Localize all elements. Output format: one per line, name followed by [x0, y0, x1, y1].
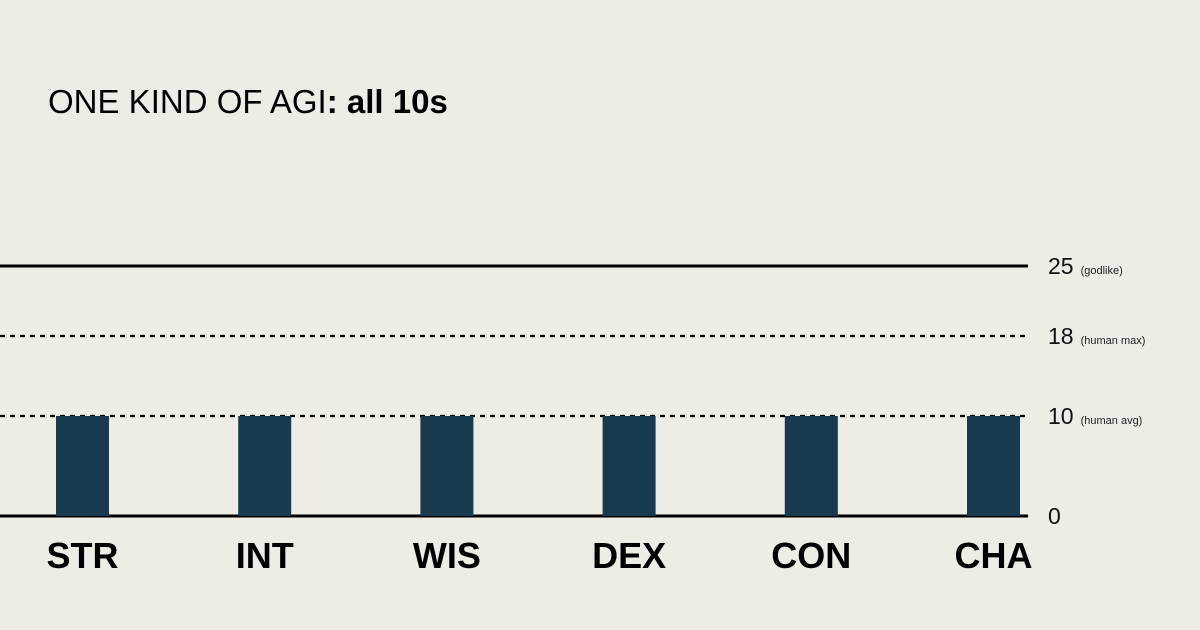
- y-tick-value: 25: [1048, 253, 1074, 279]
- category-label-str: STR: [47, 535, 119, 576]
- category-label-int: INT: [236, 535, 294, 576]
- category-label-dex: DEX: [592, 535, 666, 576]
- category-labels: STR INT WIS DEX CON CHA: [47, 535, 1033, 576]
- chart-title: ONE KIND OF AGI: all 10s: [48, 83, 448, 120]
- y-tick-label-10: 10 (human avg): [1048, 403, 1142, 429]
- y-tick-label-0: 0: [1048, 503, 1061, 529]
- category-label-cha: CHA: [955, 535, 1033, 576]
- bar-cha: [967, 416, 1020, 516]
- y-tick-value: 10: [1048, 403, 1074, 429]
- bar-dex: [602, 416, 656, 516]
- y-tick-label-25: 25 (godlike): [1048, 253, 1123, 279]
- bars: [56, 416, 1020, 516]
- bar-int: [238, 416, 292, 516]
- y-tick-note: (human max): [1081, 335, 1146, 347]
- chart-title-bold: : all 10s: [327, 83, 448, 120]
- category-label-wis: WIS: [413, 535, 481, 576]
- bar-str: [56, 416, 109, 516]
- bar-wis: [420, 416, 474, 516]
- category-label-con: CON: [771, 535, 851, 576]
- y-tick-value: 18: [1048, 323, 1074, 349]
- y-tick-note: (human avg): [1081, 415, 1143, 427]
- bar-con: [784, 416, 838, 516]
- y-tick-label-18: 18 (human max): [1048, 323, 1145, 349]
- y-tick-note: (godlike): [1081, 265, 1123, 277]
- reference-lines: 25 (godlike) 18 (human max) 10 (human avg) 0: [0, 253, 1145, 529]
- chart-title-main: ONE KIND OF AGI: [48, 83, 327, 120]
- y-tick-value: 0: [1048, 503, 1061, 529]
